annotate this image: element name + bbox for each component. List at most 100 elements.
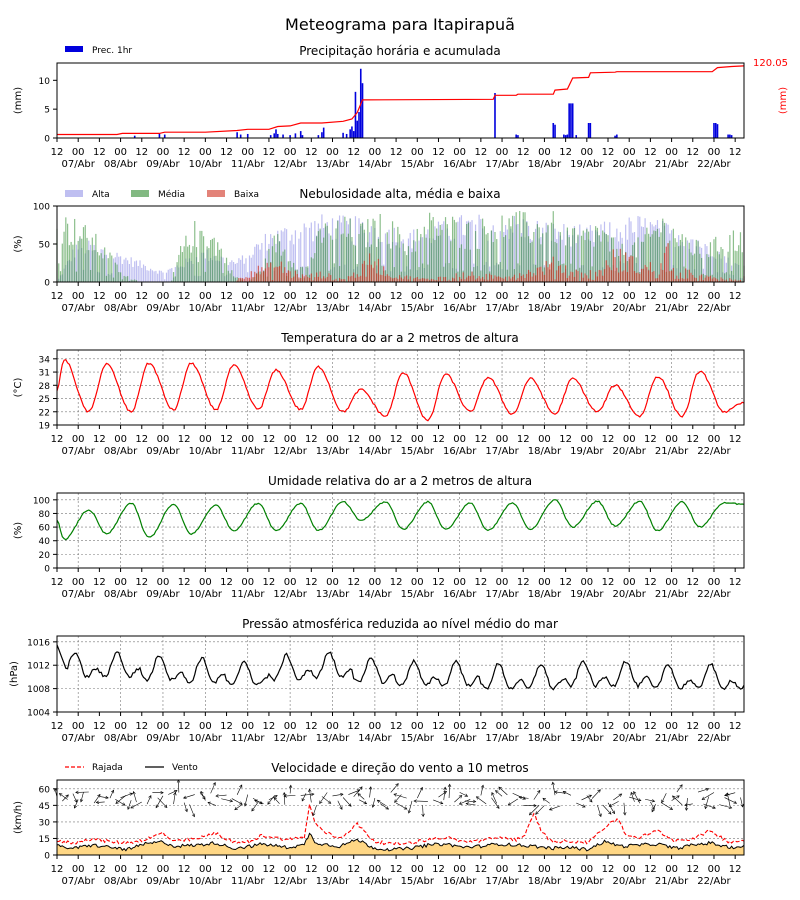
cloud-bar (618, 255, 620, 282)
cloud-bar (273, 235, 275, 282)
cloud-bar (529, 243, 531, 282)
cloud-bar (127, 276, 129, 282)
cloud-bar (672, 228, 674, 282)
cloud-bar (275, 266, 277, 282)
x-tick-label: 00 (411, 721, 424, 732)
wind-arrow-head (495, 790, 499, 794)
panel-frame (56, 779, 745, 856)
x-date-label: 09/Abr (146, 159, 180, 170)
wind-arrow-head (554, 790, 558, 794)
cloud-bar (573, 228, 576, 282)
cloud-bar (450, 280, 452, 282)
cloud-bar (421, 263, 424, 282)
cloud-bar (86, 237, 88, 282)
cloud-bar (640, 268, 643, 282)
x-date-label: 18/Abr (528, 733, 562, 744)
x-date-label: 16/Abr (443, 303, 477, 314)
wind-arrow-head (111, 789, 115, 794)
wind-direction-arrow (96, 801, 105, 803)
cloud-bar (293, 276, 295, 282)
x-date-label: 22/Abr (697, 876, 731, 887)
cloud-bar (497, 264, 500, 282)
cloud-bar (379, 213, 381, 282)
cloud-bar (316, 272, 318, 282)
cloud-bar (731, 270, 733, 282)
cloud-bar (483, 226, 485, 282)
cloud-bar (494, 231, 496, 282)
wind-direction-arrow (491, 792, 498, 804)
cloud-bar (321, 242, 323, 282)
wind-arrow-head (75, 790, 79, 795)
cloud-bar (421, 237, 424, 282)
x-date-label: 09/Abr (146, 589, 180, 600)
cloud-bar (444, 217, 447, 282)
cloud-bar (116, 264, 118, 282)
x-tick-label: 12 (305, 864, 318, 875)
x-tick-label: 12 (474, 147, 487, 158)
cloud-bar (662, 218, 664, 282)
y-tick-label: 0 (44, 565, 50, 575)
x-tick-label: 12 (220, 864, 233, 875)
wind-direction-arrow (72, 793, 78, 803)
cloud-bar (259, 274, 261, 282)
wind-direction-arrow (602, 804, 612, 815)
cloud-bar (250, 271, 252, 282)
x-tick-label: 00 (580, 577, 593, 588)
cloud-bar (150, 268, 152, 282)
cloud-bar (496, 276, 498, 282)
cloud-bar (264, 268, 266, 282)
cloud-bar (595, 226, 597, 282)
cloud-bar (727, 251, 729, 282)
cloud-bar (370, 244, 372, 282)
x-tick-label: 12 (602, 291, 615, 302)
precip-bar (563, 134, 565, 138)
wind-direction-arrow (321, 796, 332, 804)
cloud-bar (600, 241, 602, 282)
x-date-label: 11/Abr (231, 303, 265, 314)
cloud-bar (561, 273, 563, 282)
cloud-bar (681, 234, 683, 282)
cloud-bar (644, 264, 646, 282)
cloud-bar (683, 266, 685, 282)
x-tick-label: 12 (178, 577, 191, 588)
cloud-bar (374, 261, 376, 282)
cloud-bar (381, 265, 383, 282)
cloud-bar (670, 230, 673, 282)
cloud-bar (506, 229, 508, 282)
cloud-bar (526, 273, 528, 282)
wind-arrow-head (312, 812, 316, 817)
precip-bar (322, 127, 325, 138)
y-tick-label: 1008 (27, 685, 50, 695)
x-tick-label: 12 (432, 864, 445, 875)
cloud-bar (245, 258, 247, 282)
wind-direction-arrow (609, 801, 619, 807)
cloud-bar (474, 231, 477, 282)
wind-arrow-head (472, 799, 477, 804)
cloud-bar (575, 269, 577, 282)
cloud-bar (84, 225, 86, 282)
cloud-bar (722, 249, 724, 282)
wind-arrow-head (160, 790, 164, 795)
cloud-bar (738, 280, 740, 282)
wind-direction-arrow (433, 799, 443, 804)
cloud-bar (63, 231, 65, 282)
cloud-bar (259, 249, 261, 282)
precip-bar (351, 126, 353, 138)
x-tick-label: 00 (241, 147, 254, 158)
cloud-bar (554, 241, 556, 282)
cloud-bar (704, 277, 706, 282)
x-tick-label: 00 (496, 721, 509, 732)
cloud-bar (340, 234, 342, 282)
cloud-bar (421, 278, 424, 282)
cloud-bar (513, 216, 516, 282)
wind-direction-arrow (576, 802, 586, 808)
cloud-bar (616, 267, 618, 282)
x-tick-label: 12 (220, 147, 233, 158)
cloud-bar (333, 279, 335, 282)
cloud-bar (607, 235, 609, 282)
cloud-bar (436, 228, 438, 282)
cloud-bar (307, 266, 309, 282)
cloud-bar (580, 235, 583, 282)
cloud-bar (197, 262, 199, 282)
precip-bar (163, 134, 166, 138)
